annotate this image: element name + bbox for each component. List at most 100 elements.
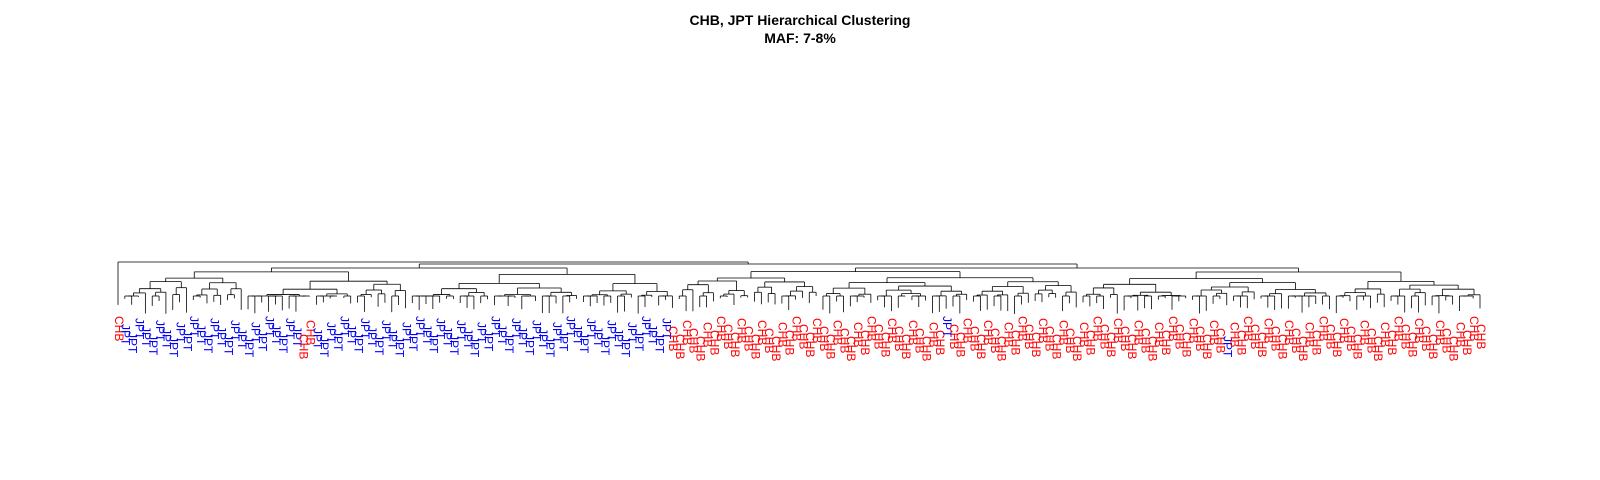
leaf-label-jpt: JPT xyxy=(1221,336,1235,358)
leaf-label-chb: CHB xyxy=(1453,322,1467,347)
leaf-label-jpt: JPT xyxy=(468,336,482,358)
leaf-label-jpt: JPT xyxy=(495,324,509,346)
leaf-label-chb: CHB xyxy=(1433,320,1447,345)
leaf-label-chb: CHB xyxy=(1344,326,1358,351)
leaf-label-chb: CHB xyxy=(1316,316,1330,341)
leaf-label-jpt: JPT xyxy=(338,316,352,338)
leaf-label-chb: CHB xyxy=(961,318,975,343)
leaf-label-chb: CHB xyxy=(1269,326,1283,351)
leaf-label-chb: CHB xyxy=(1426,334,1440,359)
leaf-label-chb: CHB xyxy=(1371,336,1385,361)
leaf-label-jpt: JPT xyxy=(201,332,215,354)
leaf-label-jpt: JPT xyxy=(365,326,379,348)
leaf-label-chb: CHB xyxy=(1008,330,1022,355)
leaf-label-chb: CHB xyxy=(865,316,879,341)
leaf-label-chb: CHB xyxy=(1084,330,1098,355)
leaf-label-jpt: JPT xyxy=(146,334,160,356)
leaf-label-chb: CHB xyxy=(1097,324,1111,349)
leaf-label-chb: CHB xyxy=(1392,316,1406,341)
leaf-label-chb: CHB xyxy=(913,328,927,353)
leaf-label-jpt: JPT xyxy=(160,328,174,350)
leaf-label-jpt: JPT xyxy=(632,330,646,352)
leaf-label-jpt: JPT xyxy=(570,324,584,346)
leaf-label-chb: CHB xyxy=(735,318,749,343)
leaf-label-chb: CHB xyxy=(1118,326,1132,351)
leaf-label-chb: CHB xyxy=(1255,332,1269,357)
leaf-label-jpt: JPT xyxy=(180,330,194,352)
leaf-label-chb: CHB xyxy=(892,326,906,351)
leaf-label-chb: CHB xyxy=(1043,326,1057,351)
leaf-label-chb: CHB xyxy=(1104,332,1118,357)
leaf-label-jpt: JPT xyxy=(488,316,502,338)
leaf-label-jpt: JPT xyxy=(940,316,954,338)
leaf-label-jpt: JPT xyxy=(584,318,598,340)
leaf-label-chb: CHB xyxy=(803,332,817,357)
dendrogram-branches xyxy=(117,261,1481,314)
leaf-label-chb: CHB xyxy=(762,328,776,353)
leaf-label-chb: CHB xyxy=(1077,322,1091,347)
leaf-label-chb: CHB xyxy=(1029,332,1043,357)
leaf-label-jpt: JPT xyxy=(659,318,673,340)
leaf-label-jpt: JPT xyxy=(475,322,489,344)
leaf-label-chb: CHB xyxy=(748,334,762,359)
leaf-label-chb: CHB xyxy=(1049,334,1063,359)
leaf-label-jpt: JPT xyxy=(358,318,372,340)
leaf-label-jpt: JPT xyxy=(550,322,564,344)
leaf-label-jpt: JPT xyxy=(646,324,660,346)
leaf-label-chb: CHB xyxy=(755,320,769,345)
leaf-label-chb: CHB xyxy=(926,322,940,347)
leaf-label-chb: CHB xyxy=(1460,330,1474,355)
leaf-label-jpt: JPT xyxy=(372,334,386,356)
leaf-label-chb: CHB xyxy=(1111,318,1125,343)
leaf-label-jpt: JPT xyxy=(324,322,338,344)
leaf-label-chb: CHB xyxy=(1323,324,1337,349)
leaf-label-chb: CHB xyxy=(967,326,981,351)
leaf-label-jpt: JPT xyxy=(653,332,667,354)
leaf-label-chb: CHB xyxy=(817,326,831,351)
leaf-label-jpt: JPT xyxy=(577,332,591,354)
leaf-label-chb: CHB xyxy=(830,320,844,345)
leaf-label-chb: CHB xyxy=(1234,330,1248,355)
leaf-label-chb: CHB xyxy=(919,336,933,361)
leaf-label-chb: CHB xyxy=(1474,324,1488,349)
leaf-label-jpt: JPT xyxy=(228,320,242,342)
leaf-label-jpt: JPT xyxy=(557,330,571,352)
leaf-label-chb: CHB xyxy=(1467,316,1481,341)
leaf-label-chb: CHB xyxy=(858,330,872,355)
leaf-label-jpt: JPT xyxy=(290,326,304,348)
leaf-label-jpt: JPT xyxy=(310,328,324,350)
leaf-label-chb: CHB xyxy=(1022,324,1036,349)
chart-title: CHB, JPT Hierarchical Clustering xyxy=(689,12,911,28)
leaf-label-chb: CHB xyxy=(783,330,797,355)
leaf-label-jpt: JPT xyxy=(481,330,495,352)
leaf-label-chb: CHB xyxy=(1138,328,1152,353)
leaf-label-jpt: JPT xyxy=(167,336,181,358)
leaf-label-jpt: JPT xyxy=(249,322,263,344)
leaf-label-chb: CHB xyxy=(1412,318,1426,343)
leaf-labels: CHBJPTJPTJPTJPTJPTJPTJPTJPTJPTJPTJPTJPTJ… xyxy=(112,316,1488,361)
leaf-label-jpt: JPT xyxy=(502,332,516,354)
leaf-label-chb: CHB xyxy=(878,332,892,357)
leaf-label-chb: CHB xyxy=(1125,334,1139,359)
leaf-label-chb: CHB xyxy=(789,316,803,341)
leaf-label-chb: CHB xyxy=(954,332,968,357)
leaf-label-jpt: JPT xyxy=(447,334,461,356)
leaf-label-chb: CHB xyxy=(824,334,838,359)
leaf-label-chb: CHB xyxy=(680,320,694,345)
leaf-label-jpt: JPT xyxy=(386,328,400,350)
leaf-label-chb: CHB xyxy=(1440,328,1454,353)
leaf-label-chb: CHB xyxy=(700,322,714,347)
leaf-label-chb: CHB xyxy=(1248,324,1262,349)
leaf-label-chb: CHB xyxy=(721,324,735,349)
leaf-label-jpt: JPT xyxy=(317,336,331,358)
leaf-label-chb: CHB xyxy=(1275,334,1289,359)
leaf-label-chb: CHB xyxy=(1378,322,1392,347)
leaf-label-jpt: JPT xyxy=(605,320,619,342)
leaf-label-jpt: JPT xyxy=(126,332,140,354)
leaf-label-jpt: JPT xyxy=(461,328,475,350)
leaf-label-chb: CHB xyxy=(981,320,995,345)
leaf-label-jpt: JPT xyxy=(379,320,393,342)
leaf-label-chb: CHB xyxy=(707,330,721,355)
leaf-label-chb: CHB xyxy=(1303,322,1317,347)
